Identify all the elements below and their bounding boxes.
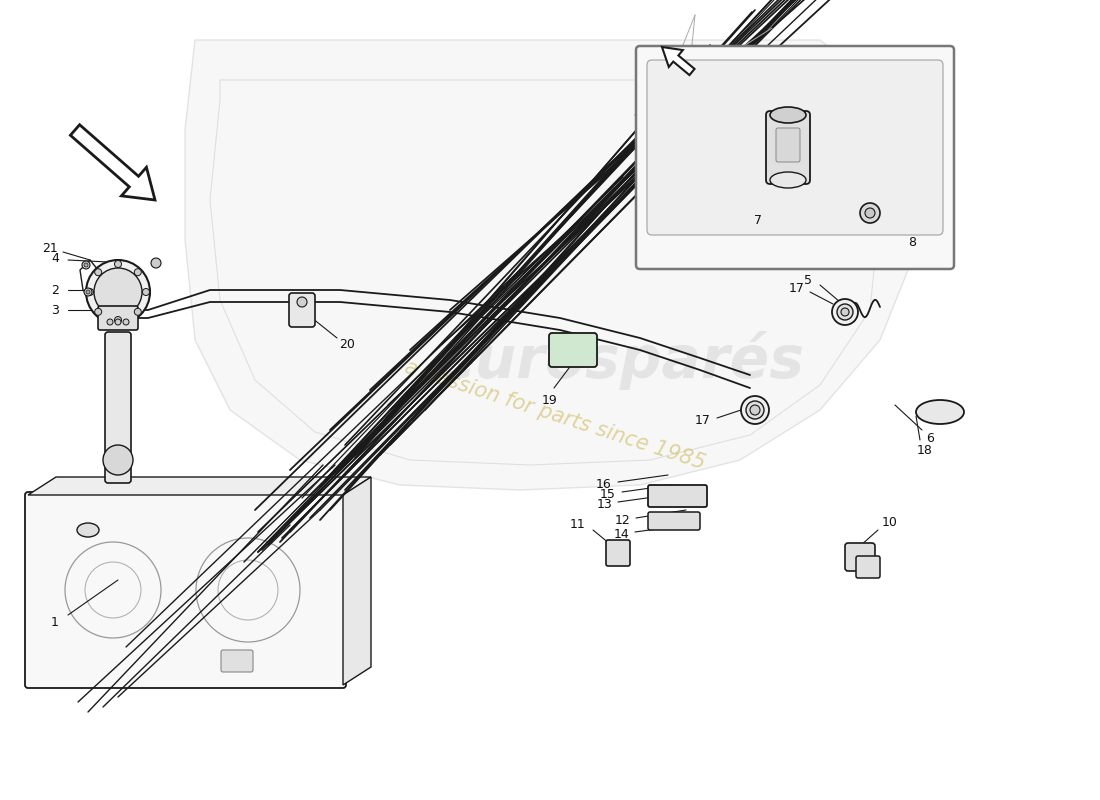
Circle shape	[86, 260, 150, 324]
Circle shape	[84, 288, 92, 296]
Circle shape	[114, 317, 121, 323]
Text: 5: 5	[804, 274, 812, 286]
Text: 2: 2	[51, 283, 59, 297]
Circle shape	[116, 319, 121, 325]
Polygon shape	[28, 477, 371, 495]
Text: 21: 21	[42, 242, 58, 254]
Text: 13: 13	[597, 498, 613, 510]
Circle shape	[297, 297, 307, 307]
Circle shape	[84, 263, 88, 267]
Text: 19: 19	[542, 394, 558, 406]
FancyBboxPatch shape	[221, 650, 253, 672]
Text: 12: 12	[615, 514, 631, 526]
FancyBboxPatch shape	[845, 543, 875, 571]
Circle shape	[95, 269, 101, 276]
Ellipse shape	[77, 523, 99, 537]
Text: 11: 11	[570, 518, 586, 530]
Circle shape	[94, 268, 142, 316]
FancyBboxPatch shape	[98, 306, 138, 330]
Text: 6: 6	[926, 431, 934, 445]
Circle shape	[114, 261, 121, 267]
Polygon shape	[185, 40, 920, 490]
Circle shape	[82, 261, 90, 269]
FancyBboxPatch shape	[856, 556, 880, 578]
Text: 1: 1	[51, 615, 59, 629]
FancyBboxPatch shape	[647, 60, 943, 235]
Text: 3: 3	[51, 303, 59, 317]
Text: 18: 18	[917, 443, 933, 457]
Circle shape	[103, 445, 133, 475]
Text: 7: 7	[754, 214, 762, 226]
FancyBboxPatch shape	[776, 128, 800, 162]
Circle shape	[865, 208, 874, 218]
Circle shape	[134, 269, 141, 276]
Circle shape	[95, 308, 101, 315]
Text: 4: 4	[51, 251, 59, 265]
Text: 16: 16	[596, 478, 612, 490]
Circle shape	[134, 308, 141, 315]
Circle shape	[107, 319, 113, 325]
Circle shape	[151, 258, 161, 268]
Circle shape	[842, 308, 849, 316]
FancyBboxPatch shape	[766, 111, 810, 184]
Circle shape	[87, 289, 94, 295]
Circle shape	[746, 401, 764, 419]
Text: a passion for parts since 1985: a passion for parts since 1985	[403, 357, 708, 473]
Ellipse shape	[770, 107, 806, 123]
Text: 20: 20	[339, 338, 355, 351]
FancyBboxPatch shape	[636, 46, 954, 269]
FancyArrow shape	[70, 125, 155, 200]
Circle shape	[832, 299, 858, 325]
Circle shape	[86, 290, 90, 294]
Circle shape	[741, 396, 769, 424]
Text: 10: 10	[882, 517, 898, 530]
Text: eurosparés: eurosparés	[436, 330, 804, 390]
Text: 14: 14	[614, 527, 630, 541]
FancyBboxPatch shape	[104, 332, 131, 483]
Ellipse shape	[916, 400, 964, 424]
Circle shape	[837, 304, 852, 320]
FancyBboxPatch shape	[648, 512, 700, 530]
FancyBboxPatch shape	[549, 333, 597, 367]
FancyArrow shape	[662, 47, 694, 75]
FancyBboxPatch shape	[289, 293, 315, 327]
FancyBboxPatch shape	[606, 540, 630, 566]
FancyBboxPatch shape	[648, 485, 707, 507]
Text: 8: 8	[908, 237, 916, 250]
Text: 17: 17	[789, 282, 805, 294]
Polygon shape	[343, 477, 371, 685]
Ellipse shape	[770, 172, 806, 188]
FancyBboxPatch shape	[25, 492, 346, 688]
Circle shape	[750, 405, 760, 415]
Text: 15: 15	[601, 487, 616, 501]
Text: 17: 17	[695, 414, 711, 426]
Circle shape	[860, 203, 880, 223]
Circle shape	[123, 319, 129, 325]
Circle shape	[143, 289, 150, 295]
